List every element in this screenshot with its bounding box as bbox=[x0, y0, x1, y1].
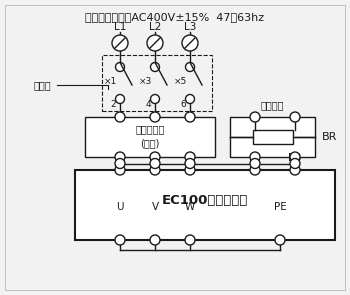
Circle shape bbox=[186, 63, 195, 71]
Circle shape bbox=[290, 158, 300, 168]
Circle shape bbox=[185, 112, 195, 122]
Circle shape bbox=[250, 158, 260, 168]
Bar bbox=[230, 117, 315, 157]
Bar bbox=[85, 117, 215, 157]
Circle shape bbox=[115, 165, 125, 175]
Circle shape bbox=[250, 165, 260, 175]
Circle shape bbox=[116, 94, 125, 104]
Circle shape bbox=[185, 165, 195, 175]
Text: L3: L3 bbox=[184, 22, 196, 32]
Text: 6: 6 bbox=[180, 100, 186, 109]
Circle shape bbox=[150, 94, 160, 104]
Text: R: R bbox=[117, 153, 124, 163]
Text: U: U bbox=[116, 202, 124, 212]
Circle shape bbox=[115, 158, 125, 168]
Circle shape bbox=[150, 158, 160, 168]
Circle shape bbox=[150, 235, 160, 245]
Text: 4: 4 bbox=[145, 100, 151, 109]
Text: 断路器: 断路器 bbox=[33, 80, 51, 90]
Text: PE: PE bbox=[274, 202, 286, 212]
Circle shape bbox=[150, 63, 160, 71]
Circle shape bbox=[150, 152, 160, 162]
Text: (選配): (選配) bbox=[140, 138, 160, 148]
Text: 三相電源輸入：AC400V±15%  47～63hz: 三相電源輸入：AC400V±15% 47～63hz bbox=[85, 12, 265, 22]
Circle shape bbox=[185, 158, 195, 168]
Circle shape bbox=[185, 235, 195, 245]
Circle shape bbox=[186, 94, 195, 104]
Text: +: + bbox=[251, 153, 259, 163]
Circle shape bbox=[115, 112, 125, 122]
Circle shape bbox=[115, 235, 125, 245]
Circle shape bbox=[250, 152, 260, 162]
Text: S: S bbox=[152, 153, 158, 163]
Text: BR: BR bbox=[322, 132, 338, 142]
Circle shape bbox=[150, 165, 160, 175]
Circle shape bbox=[182, 35, 198, 51]
Text: PB: PB bbox=[288, 153, 302, 163]
Text: W: W bbox=[185, 202, 195, 212]
Circle shape bbox=[116, 63, 125, 71]
Text: L1: L1 bbox=[114, 22, 126, 32]
Bar bbox=[102, 55, 212, 111]
Circle shape bbox=[290, 112, 300, 122]
Text: V: V bbox=[152, 202, 159, 212]
Circle shape bbox=[112, 35, 128, 51]
Circle shape bbox=[250, 112, 260, 122]
Text: L2: L2 bbox=[149, 22, 161, 32]
Text: 制動電阻: 制動電阻 bbox=[261, 100, 284, 110]
Text: ×1: ×1 bbox=[104, 76, 117, 86]
Bar bbox=[75, 170, 335, 240]
Circle shape bbox=[150, 112, 160, 122]
Text: 輸入濾波器: 輸入濾波器 bbox=[135, 124, 165, 134]
Circle shape bbox=[115, 152, 125, 162]
Text: ×5: ×5 bbox=[174, 76, 187, 86]
Text: ×3: ×3 bbox=[139, 76, 152, 86]
Text: T: T bbox=[187, 153, 193, 163]
Text: EC100智能整體機: EC100智能整體機 bbox=[162, 194, 248, 206]
Circle shape bbox=[290, 152, 300, 162]
Circle shape bbox=[275, 235, 285, 245]
Circle shape bbox=[147, 35, 163, 51]
Circle shape bbox=[290, 165, 300, 175]
Text: 2: 2 bbox=[110, 100, 116, 109]
Circle shape bbox=[185, 152, 195, 162]
Bar bbox=[252, 130, 293, 144]
